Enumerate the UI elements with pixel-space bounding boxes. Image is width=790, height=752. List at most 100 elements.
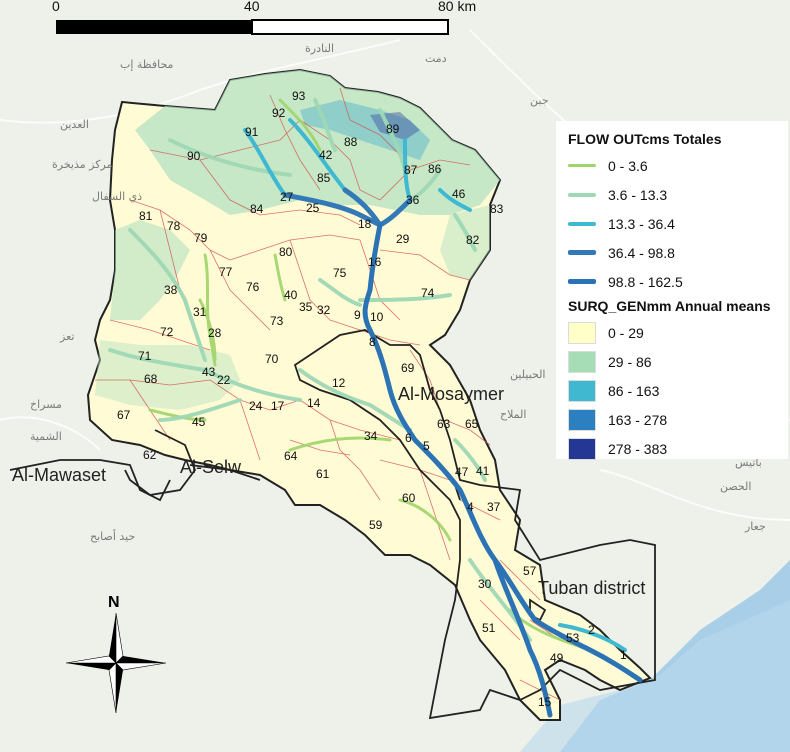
flow-legend-swatch (568, 192, 596, 197)
flow-legend-swatch (568, 164, 596, 167)
subbasin-label: 36 (406, 193, 420, 207)
subbasin-label: 64 (284, 449, 298, 463)
basemap-labels: محافظة إب الحبيلين النادرة دمت جبن العدين مركز… (30, 42, 766, 543)
subbasin-label: 15 (538, 695, 552, 709)
flow-legend-item: 3.6 - 13.3 (564, 180, 780, 209)
surq-legend-item: 278 - 383 (564, 434, 780, 463)
subbasin-label: 6 (405, 431, 412, 445)
subbasin-label: 82 (466, 233, 480, 247)
subbasin-label: 51 (482, 621, 496, 635)
subbasin-label: 85 (317, 171, 331, 185)
basemap-roads (0, 29, 790, 521)
subbasin-label: 67 (117, 408, 131, 422)
flow-legend: 0 - 3.6 3.6 - 13.3 13.3 - 36.4 36.4 - 98.8 9… (564, 151, 780, 296)
subbasin-label: 46 (452, 187, 466, 201)
basemap-label: جبن (530, 94, 549, 107)
subbasin-label: 9 (354, 308, 361, 322)
subbasin-label: 40 (284, 288, 298, 302)
subbasin-label: 78 (167, 219, 181, 233)
scalebar-white-segment (251, 19, 449, 35)
subbasin-label: 76 (246, 280, 260, 294)
subbasin-label: 8 (369, 335, 376, 349)
subbasin-label: 88 (344, 135, 358, 149)
subbasin-label: 86 (428, 162, 442, 176)
flow-legend-swatch (568, 221, 596, 226)
place-al-selw: Al-Selw (180, 457, 242, 477)
flow-legend-swatch (568, 279, 596, 284)
subbasin-label: 32 (317, 303, 331, 317)
subbasin-label: 93 (292, 89, 306, 103)
surq-legend-label: 278 - 383 (608, 440, 668, 457)
legend: FLOW OUTcms Totales 0 - 3.6 3.6 - 13.3 13.… (556, 121, 788, 460)
subbasin-label: 79 (194, 231, 208, 245)
subbasin-label: 49 (550, 651, 564, 665)
surq-legend-swatch (568, 408, 596, 431)
subbasin-label: 75 (333, 266, 347, 280)
stream-network (108, 98, 643, 718)
place-al-mawaset: Al-Mawaset (12, 465, 106, 485)
subbasin-label: 53 (566, 631, 580, 645)
basemap-label: الحصن (720, 480, 751, 493)
scalebar-tick-80: 80 km (438, 0, 476, 14)
subbasin-label: 61 (316, 467, 330, 481)
subbasin-label: 83 (490, 202, 504, 216)
flow-legend-item: 13.3 - 36.4 (564, 209, 780, 238)
place-tuban: Tuban district (538, 578, 645, 598)
surq-legend: 0 - 29 29 - 86 86 - 163 163 - 278 278 - 383 (564, 318, 780, 463)
scalebar-black-segment (56, 20, 252, 34)
surq-legend-swatch (568, 437, 596, 460)
subbasin-label: 65 (465, 417, 479, 431)
basemap-label: العدين (60, 118, 89, 131)
basemap-label: مسراخ (30, 398, 62, 411)
flow-legend-item: 0 - 3.6 (564, 151, 780, 180)
flow-legend-item: 36.4 - 98.8 (564, 238, 780, 267)
sea-shallow (520, 600, 790, 752)
subbasin-label: 16 (368, 255, 382, 269)
subbasin-label: 2 (588, 623, 595, 637)
subbasin-label: 57 (523, 564, 537, 578)
surq-legend-swatch (568, 379, 596, 402)
flow-legend-title: FLOW OUTcms Totales (568, 131, 722, 147)
surq-legend-item: 29 - 86 (564, 347, 780, 376)
subbasin-label: 74 (421, 286, 435, 300)
subbasin-label: 73 (270, 314, 284, 328)
subbasin-label: 71 (138, 349, 152, 363)
subbasin-label: 45 (192, 415, 206, 429)
subbasin-label: 24 (249, 399, 263, 413)
subbasin-label: 4 (467, 500, 474, 514)
subbasin-label: 77 (219, 265, 233, 279)
basemap-label: محافظة إب (120, 58, 174, 71)
subbasin-label: 34 (364, 429, 378, 443)
basemap-label: الشمية (30, 430, 62, 443)
flow-legend-label: 3.6 - 13.3 (608, 186, 668, 203)
north-arrow-label: N (108, 594, 120, 611)
district-boundaries (9, 329, 656, 720)
subbasin-label: 90 (187, 149, 201, 163)
subbasin-label: 63 (437, 417, 451, 431)
subbasin-label: 25 (306, 201, 320, 215)
runoff-zone-west (110, 220, 190, 320)
surq-legend-item: 0 - 29 (564, 318, 780, 347)
surq-legend-item: 86 - 163 (564, 376, 780, 405)
surq-legend-title: SURQ_GENmm Annual means (568, 298, 771, 314)
basemap-label: الملاح (500, 408, 526, 421)
basemap-label: جعار (744, 520, 766, 533)
subbasin-label: 81 (139, 209, 153, 223)
subbasin-label: 92 (272, 106, 286, 120)
subbasin-label: 27 (280, 190, 294, 204)
scalebar-tick-40: 40 (244, 0, 260, 14)
subbasin-label: 35 (299, 300, 313, 314)
surq-legend-swatch (568, 321, 596, 344)
subbasin-label: 70 (265, 352, 279, 366)
subbasin-label: 37 (487, 500, 501, 514)
subbasin-label: 42 (319, 148, 333, 162)
flow-legend-label: 36.4 - 98.8 (608, 244, 675, 261)
place-al-mosaymer: Al-Mosaymer (398, 384, 504, 404)
basemap-label: النادرة (305, 42, 334, 55)
runoff-zone-east (440, 205, 490, 280)
basemap-label: حيد أصابح (90, 529, 135, 543)
subbasin-label: 80 (279, 245, 293, 259)
subbasin-label: 17 (271, 399, 285, 413)
subbasin-label: 28 (208, 326, 222, 340)
